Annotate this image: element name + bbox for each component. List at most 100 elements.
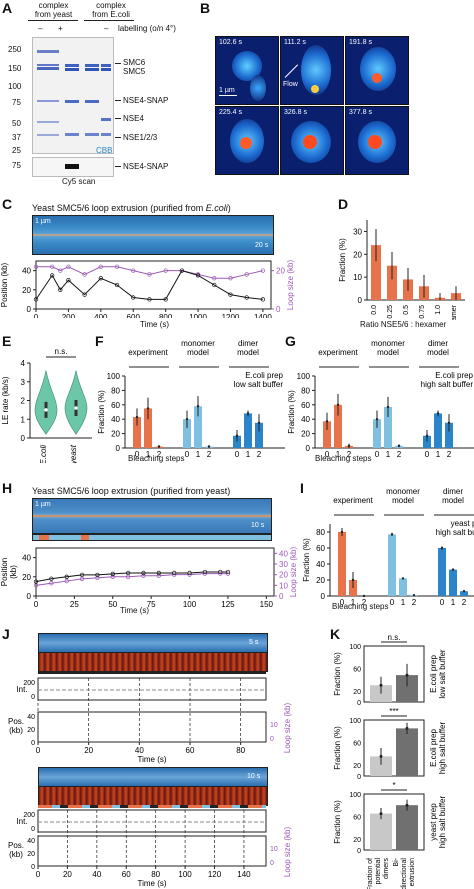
bar-point xyxy=(351,578,355,582)
group-label: model xyxy=(377,348,399,357)
position-point xyxy=(141,570,146,576)
pos-frame xyxy=(37,711,267,743)
position-point xyxy=(64,574,69,579)
y-tick-label: 100 xyxy=(349,644,361,651)
loop-size-point xyxy=(95,575,100,581)
position-point xyxy=(131,295,136,300)
cy5-mw: 75 xyxy=(12,161,21,170)
loop-size-point xyxy=(33,264,39,269)
loop-size-point xyxy=(114,264,120,269)
time-6: 377.8 s xyxy=(349,109,372,116)
bar-point xyxy=(146,407,150,410)
bar xyxy=(423,435,431,448)
pos-label: (kb) xyxy=(9,726,23,735)
position-point xyxy=(156,570,161,576)
group-label: dimer xyxy=(238,339,258,348)
y-axis-label: Position xyxy=(0,558,9,586)
bar-point xyxy=(462,590,466,593)
x-tick-label: 2 xyxy=(397,450,402,459)
y-axis-label: LE rate (kb/s) xyxy=(1,376,10,424)
bar-point xyxy=(379,683,383,687)
y-tick-label: 100 xyxy=(349,718,361,725)
j-bottom-scale: 10 s xyxy=(247,773,261,780)
group-label: experiment xyxy=(318,348,358,357)
bar-point xyxy=(336,403,340,406)
panel-letter-c: C xyxy=(2,196,13,212)
cy5-scan-label: Cy5 scan xyxy=(62,177,96,186)
kymo-c-scale-a: 1 µm xyxy=(35,218,51,225)
x-tick-label: 0 xyxy=(390,598,395,607)
y-tick-label: 40 xyxy=(22,267,31,276)
x-tick-label: 1400 xyxy=(254,313,272,318)
sig-label: n.s. xyxy=(388,633,401,642)
x-tick-label: 1.0 xyxy=(435,305,442,315)
x-tick-label: 0.5 xyxy=(403,305,410,315)
y-tick-label: 100 xyxy=(107,372,121,381)
cy5-nse4-snap: NSE4-SNAP xyxy=(123,162,169,171)
y-tick-label: 3 xyxy=(21,378,26,387)
x-tick-label: 1 xyxy=(436,450,441,459)
loop-tick-label: 10 xyxy=(270,846,278,853)
panel-letter-e: E xyxy=(2,333,12,349)
violin-median xyxy=(74,406,78,410)
position-point xyxy=(114,282,120,288)
y2-tick-label: 20 xyxy=(279,571,288,580)
int-frame xyxy=(37,809,267,833)
condition-note: E.coli prep xyxy=(429,729,438,767)
x-tick-label: 60 xyxy=(122,870,131,879)
y-tick-label: 80 xyxy=(111,386,120,395)
x-tick-label: 0.25 xyxy=(387,305,394,319)
mw-37: 37 xyxy=(12,133,21,142)
position-point xyxy=(195,273,201,278)
y-tick-label: 100 xyxy=(297,372,311,381)
x-tick-label: 0 xyxy=(34,600,39,608)
x-tick-label: dimers xyxy=(383,858,390,880)
group-label: dimer xyxy=(428,339,448,348)
x-tick-label: 150 xyxy=(260,600,274,608)
position-point xyxy=(95,572,100,578)
band-smc6: SMC6 xyxy=(123,58,146,67)
y-tick-label: 20 xyxy=(111,430,120,439)
x-tick-label: 0 xyxy=(36,746,41,755)
y-tick-label: 0 xyxy=(357,700,361,707)
bar xyxy=(388,534,396,596)
bar xyxy=(396,728,418,776)
bar-point xyxy=(440,546,444,550)
y-tick-label: 20 xyxy=(353,837,361,844)
bar xyxy=(460,591,468,596)
x-tick-label: 0 xyxy=(34,313,39,318)
position-point xyxy=(33,297,39,302)
bar-point xyxy=(375,418,379,421)
bar xyxy=(133,417,141,448)
y-axis-label: Fraction (%) xyxy=(333,726,342,770)
position-point xyxy=(244,295,249,300)
group-label: model xyxy=(427,348,449,357)
mw-150: 150 xyxy=(8,64,22,73)
condition-note: low salt buffer xyxy=(438,649,447,699)
micrograph-4: 225.4 s xyxy=(215,106,279,175)
bar-point xyxy=(405,803,409,807)
position-point xyxy=(179,268,185,273)
loop-size-point xyxy=(202,571,208,576)
kymo-c-scale-b: 20 s xyxy=(255,242,269,249)
bar-point xyxy=(379,754,383,758)
bar xyxy=(370,756,392,776)
j-top-scale: 5 s xyxy=(249,639,259,646)
pos-tick-label: 20 xyxy=(27,851,35,858)
time-1: 102.6 s xyxy=(219,39,242,46)
y-tick-label: 60 xyxy=(111,401,120,410)
y-tick-label: 40 xyxy=(22,554,31,563)
panel-letter-f: F xyxy=(95,333,104,349)
loop-size-point xyxy=(110,574,115,579)
y-tick-label: 0 xyxy=(306,444,311,453)
y-tick-label: 4 xyxy=(21,359,26,368)
panel-c-xlabel: Time (s) xyxy=(140,320,170,329)
y2-tick-label: 0 xyxy=(276,305,281,314)
scalebar-label: 1 µm xyxy=(219,87,235,94)
position-point xyxy=(260,297,266,302)
position-point xyxy=(187,570,192,576)
mw-100: 100 xyxy=(8,82,22,91)
kymograph-j-top-1: 5 s xyxy=(38,633,268,653)
